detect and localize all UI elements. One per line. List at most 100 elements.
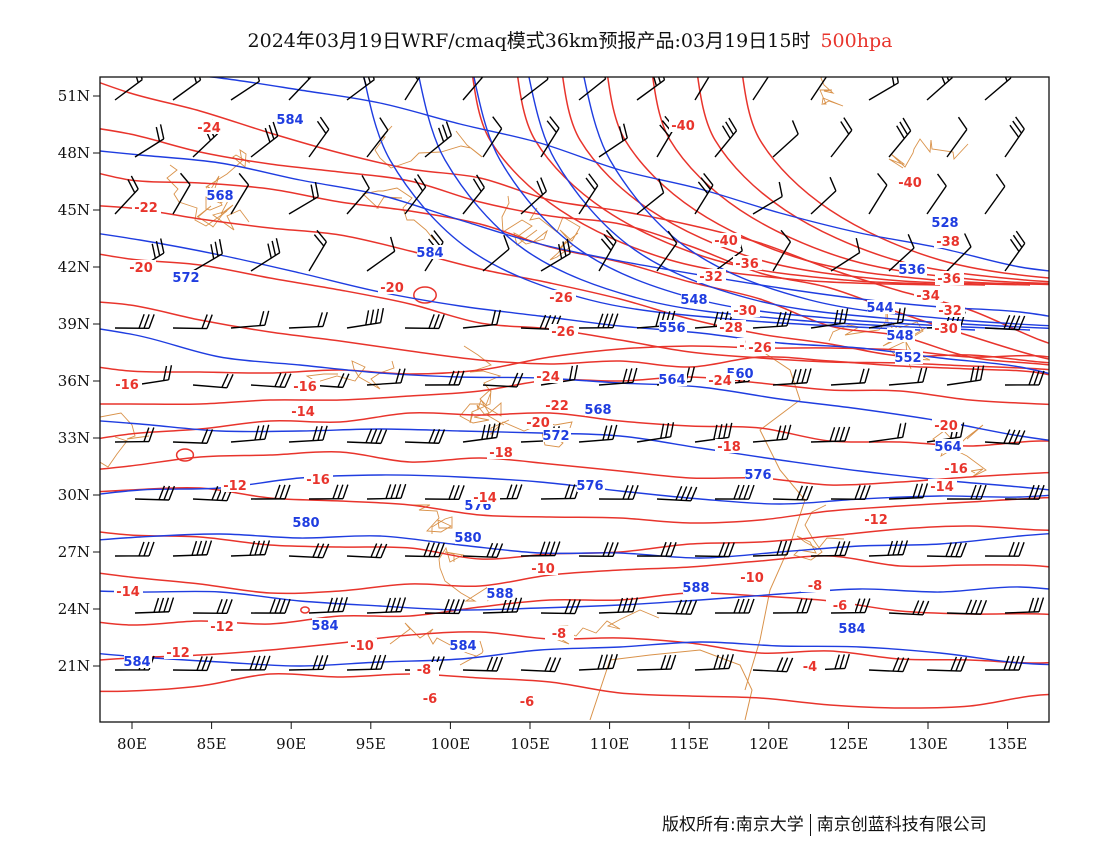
wind-barb: [578, 542, 619, 558]
lon-tick-label: 135E: [988, 735, 1028, 753]
wind-barb: [134, 597, 175, 614]
wind-barb: [888, 117, 912, 158]
wind-barb: [830, 598, 871, 614]
wind-barb: [404, 542, 445, 558]
height-label: 580: [454, 531, 481, 546]
height-isoline: [100, 641, 1049, 667]
height-label: 576: [576, 479, 603, 494]
wind-barb: [462, 174, 485, 215]
wind-barb: [462, 309, 501, 329]
wind-barb: [984, 429, 1026, 445]
latitude-axis: 51N 48N 45N 42N 39N 36N 33N 30N 27N 24N 21N: [58, 87, 100, 675]
lon-tick-label: 115E: [669, 735, 709, 753]
temperature-label: -16: [944, 462, 968, 477]
height-label: 576: [744, 468, 771, 483]
copyright-company: 南京创蓝科技有限公司: [816, 815, 987, 835]
map-frame: [99, 76, 1050, 723]
temperature-isoline: [100, 345, 1049, 375]
temperature-label: -14: [473, 491, 497, 506]
wind-barb: [230, 540, 271, 557]
border-line: [501, 195, 548, 246]
wind-barb: [482, 234, 510, 272]
wind-barb: [984, 314, 1026, 331]
wind-barb: [694, 173, 714, 215]
temperature-label: -16: [293, 380, 317, 395]
temperature-label: -40: [714, 234, 738, 249]
lat-tick-label: 42N: [58, 258, 90, 276]
lon-tick-label: 85E: [197, 735, 227, 753]
wind-barb: [404, 174, 427, 215]
temperature-label: -14: [930, 480, 954, 495]
wind-barb: [926, 656, 968, 672]
wind-barb: [520, 177, 547, 215]
wind-barb: [346, 428, 388, 445]
wind-barb: [714, 117, 738, 158]
border-line: [888, 138, 969, 169]
temperature-label: -18: [489, 446, 513, 461]
border-line: [819, 77, 844, 107]
wind-barb: [230, 310, 270, 329]
temperature-label: -20: [934, 419, 958, 434]
temperature-isoline: [413, 286, 437, 304]
border-line: [362, 187, 435, 241]
temperature-label: -12: [210, 620, 234, 635]
wind-barb: [830, 237, 861, 272]
wind-barb: [230, 424, 270, 443]
lon-tick-label: 80E: [117, 735, 147, 753]
wind-barb: [714, 598, 755, 614]
wind-barb: [830, 117, 853, 158]
height-label: 544: [866, 301, 893, 316]
title-main: 2024年03月19日WRF/cmaq模式36km预报产品:03月19日15时: [247, 30, 811, 52]
temperature-label: -36: [937, 272, 961, 287]
wind-barb: [308, 484, 349, 500]
wind-barb: [172, 428, 214, 444]
wind-barb: [462, 77, 486, 101]
wind-barb: [984, 77, 1012, 101]
height-label: 568: [206, 189, 233, 204]
height-label: 536: [898, 263, 925, 278]
wind-barb: [172, 314, 213, 330]
temperature-label: -30: [733, 304, 757, 319]
wind-barb: [868, 657, 910, 673]
wind-barb: [985, 655, 1025, 671]
wind-barb: [346, 307, 385, 329]
temperature-label: -18: [717, 440, 741, 455]
temperature-isoline: [696, 77, 1049, 283]
wind-barb: [868, 77, 900, 101]
wind-barb: [346, 654, 387, 671]
wind-barb: [598, 484, 639, 500]
wind-barb: [462, 656, 504, 672]
wind-barb: [694, 653, 734, 671]
wind-barb: [752, 181, 783, 215]
wind-barb: [424, 370, 465, 386]
border-line: [490, 418, 573, 448]
wind-barb: [308, 116, 330, 158]
wind-barb: [888, 367, 928, 386]
wind-barb: [192, 373, 234, 389]
wind-barb: [656, 230, 678, 272]
height-label: 556: [658, 321, 685, 336]
title-level: 500hpa: [820, 30, 893, 52]
lat-tick-label: 45N: [58, 201, 90, 219]
wind-barb: [578, 313, 619, 329]
wind-barb: [868, 173, 888, 215]
height-isoline: [100, 233, 1049, 375]
wind-barb: [636, 178, 665, 215]
wind-barb: [520, 77, 549, 101]
wind-barb: [772, 229, 792, 272]
wind-barb: [540, 484, 581, 500]
temperature-label: -24: [536, 370, 560, 385]
temperature-label: -14: [116, 585, 140, 600]
wind-barb: [366, 236, 396, 272]
lat-tick-label: 39N: [58, 315, 90, 333]
border-line: [305, 360, 395, 390]
temperature-label: -10: [350, 639, 374, 654]
temperature-isoline: [175, 448, 195, 462]
lat-tick-label: 33N: [58, 429, 90, 447]
wind-barb: [772, 598, 813, 614]
lat-tick-label: 21N: [58, 657, 90, 675]
temperature-label: -26: [549, 291, 573, 306]
lat-tick-label: 48N: [58, 144, 90, 162]
wind-barb: [288, 425, 328, 443]
